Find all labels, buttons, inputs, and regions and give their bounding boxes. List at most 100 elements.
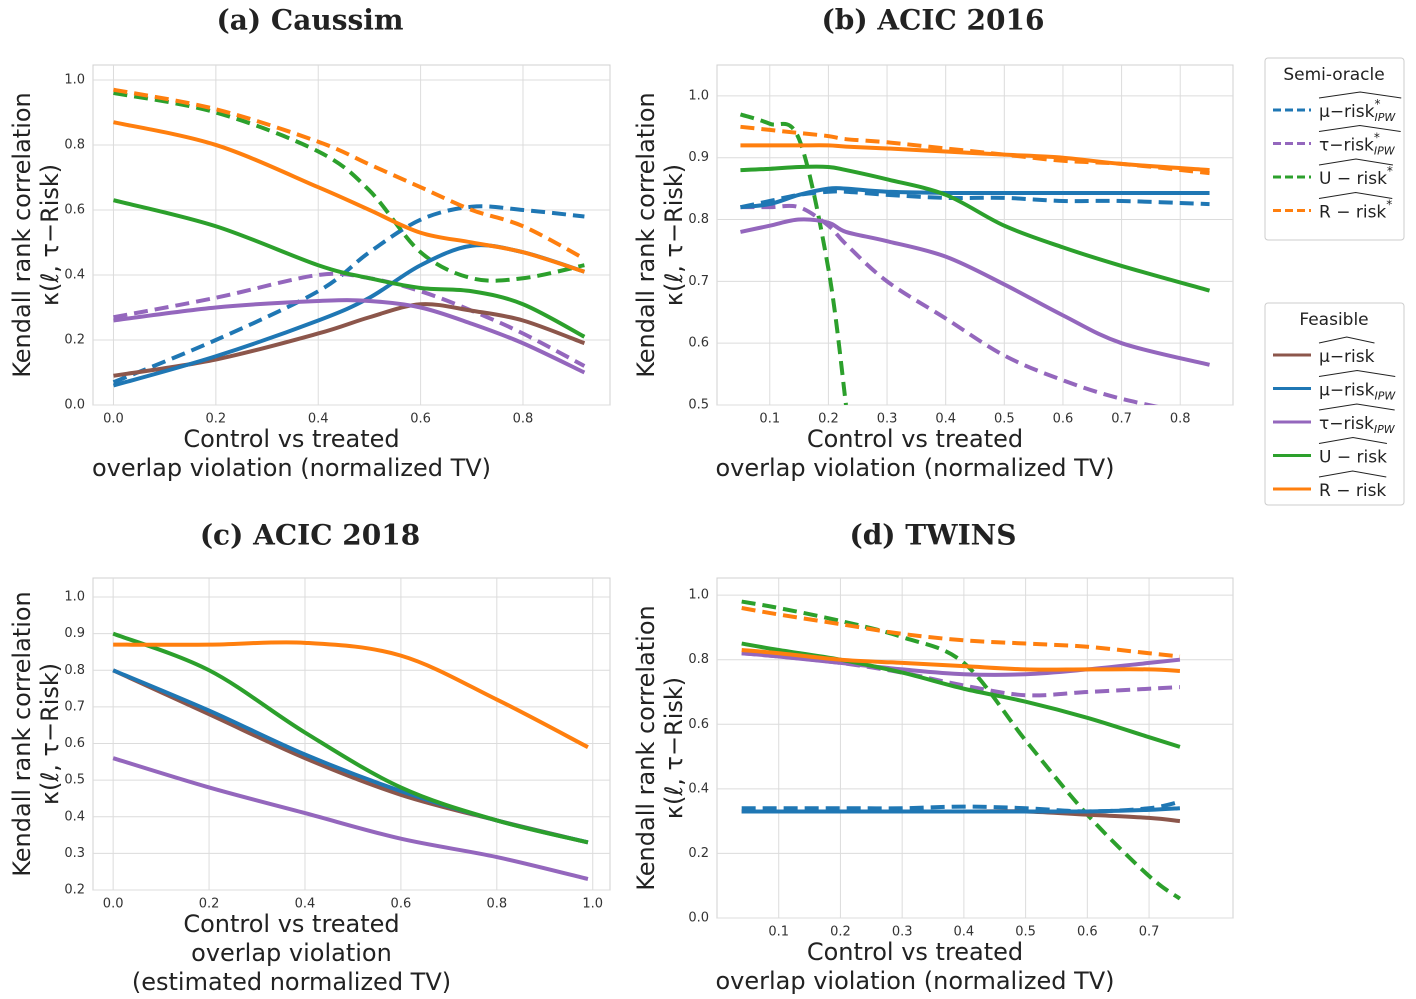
legend-label: μ−riskIPW	[1319, 381, 1396, 403]
y-tick-label: 0.6	[64, 202, 85, 217]
legend-hat	[1318, 191, 1393, 199]
legend-hat	[1318, 158, 1394, 166]
legend-hat	[1318, 91, 1402, 99]
legend-label: U − risk	[1319, 448, 1387, 468]
series-group	[739, 112, 1211, 405]
y-tick-label: 0.7	[688, 274, 709, 289]
x-tick-label: 1.0	[582, 897, 603, 912]
y-tick-label: 0.9	[64, 626, 85, 641]
x-axis-label: Control vs treated	[807, 425, 1023, 453]
legend-name: τ−risk	[1319, 414, 1374, 434]
y-tick-label: 0.4	[688, 781, 709, 796]
x-axis-label: overlap violation (normalized TV)	[715, 454, 1114, 482]
y-axis-label: κ(ℓ, τ−Risk)	[36, 663, 64, 805]
chart-title: (d) TWINS	[849, 519, 1016, 552]
y-tick-label: 0.8	[64, 663, 85, 678]
series-line	[112, 756, 589, 881]
x-axis-label: overlap violation (normalized TV)	[715, 967, 1114, 995]
legend-name: U − risk	[1319, 169, 1387, 189]
legend-name: μ−risk	[1319, 102, 1375, 122]
x-axis-label: Control vs treated	[183, 910, 399, 938]
y-axis-label: κ(ℓ, τ−Risk)	[660, 164, 688, 306]
y-axis-label: Kendall rank correlation	[8, 92, 36, 378]
series-line	[113, 302, 586, 378]
y-tick-label: 0.2	[688, 846, 709, 861]
legend-sup: *	[1374, 97, 1380, 111]
y-tick-label: 0.8	[64, 137, 85, 152]
series-line	[740, 186, 1210, 210]
series-line	[741, 651, 1181, 677]
legend-hat	[1318, 369, 1396, 377]
y-tick-label: 0.5	[64, 773, 85, 788]
legend-hat	[1318, 336, 1375, 344]
series-group	[112, 631, 589, 881]
legend-hat	[1318, 124, 1401, 132]
y-tick-label: 0.0	[688, 911, 709, 926]
x-tick-label: 0.6	[410, 412, 431, 427]
legend-name: μ−risk	[1319, 381, 1375, 401]
legend-label: μ−risk* IPW	[1319, 97, 1396, 125]
x-tick-label: 0.6	[1077, 925, 1098, 940]
series-line	[113, 298, 586, 375]
plot-area	[92, 64, 611, 406]
legend-label: τ−risk* IPW	[1319, 130, 1396, 158]
y-tick-label: 0.4	[64, 267, 85, 282]
x-tick-label: 0.2	[199, 897, 220, 912]
legend-hat	[1318, 436, 1388, 444]
x-tick-label: 0.8	[486, 897, 507, 912]
x-axis-label: overlap violation (normalized TV)	[92, 454, 491, 482]
series-line	[740, 124, 1210, 176]
series-line	[741, 641, 1181, 749]
legend-sub: IPW	[1374, 145, 1396, 158]
legend-sup: *	[1387, 164, 1393, 178]
series-line	[740, 217, 1211, 367]
legend-sup: *	[1374, 130, 1380, 144]
legend-hat	[1318, 403, 1395, 411]
series-line	[741, 599, 1182, 901]
y-tick-label: 1.0	[688, 588, 709, 603]
y-axis-label: κ(ℓ, τ−Risk)	[660, 677, 688, 819]
y-axis-label: κ(ℓ, τ−Risk)	[36, 164, 64, 306]
series-group	[112, 87, 586, 388]
y-tick-label: 0.7	[64, 699, 85, 714]
x-tick-label: 0.2	[206, 412, 227, 427]
y-tick-label: 1.0	[64, 72, 85, 87]
legend-title: Feasible	[1299, 310, 1368, 330]
x-tick-label: 0.4	[308, 412, 329, 427]
legend-label: R − risk	[1319, 481, 1386, 501]
x-tick-label: 0.4	[935, 412, 956, 427]
y-axis-label: Kendall rank correlation	[8, 591, 36, 877]
x-tick-label: 0.0	[103, 412, 124, 427]
x-tick-label: 0.5	[1015, 925, 1036, 940]
x-tick-label: 0.7	[1111, 412, 1132, 427]
series-line	[740, 143, 1210, 173]
x-axis-label: overlap violation	[191, 939, 392, 967]
y-tick-label: 0.8	[688, 212, 709, 227]
y-tick-label: 0.6	[688, 336, 709, 351]
x-tick-label: 0.8	[1170, 412, 1191, 427]
legend-sub: IPW	[1374, 390, 1396, 403]
x-tick-label: 0.6	[1053, 412, 1074, 427]
series-line	[112, 631, 589, 845]
x-axis-label: (estimated normalized TV)	[132, 968, 451, 996]
series-line	[112, 204, 585, 385]
y-tick-label: 1.0	[688, 88, 709, 103]
legend-hat	[1318, 470, 1387, 478]
chart-title: (b) ACIC 2016	[822, 4, 1045, 37]
series-line	[741, 648, 1181, 673]
x-tick-label: 0.8	[513, 412, 534, 427]
x-tick-label: 0.1	[759, 412, 780, 427]
y-tick-label: 0.9	[688, 150, 709, 165]
x-tick-label: 0.3	[892, 925, 913, 940]
legend-name: R − risk	[1319, 481, 1386, 501]
series-line	[739, 112, 848, 405]
plot-area	[716, 577, 1234, 919]
x-tick-label: 0.3	[877, 412, 898, 427]
y-tick-label: 1.0	[64, 590, 85, 605]
series-line	[740, 164, 1211, 293]
y-tick-label: 0.6	[64, 736, 85, 751]
y-tick-label: 0.2	[64, 332, 85, 347]
x-tick-label: 0.5	[994, 412, 1015, 427]
legend-label: U − risk*	[1319, 164, 1393, 190]
x-tick-label: 0.0	[103, 897, 124, 912]
